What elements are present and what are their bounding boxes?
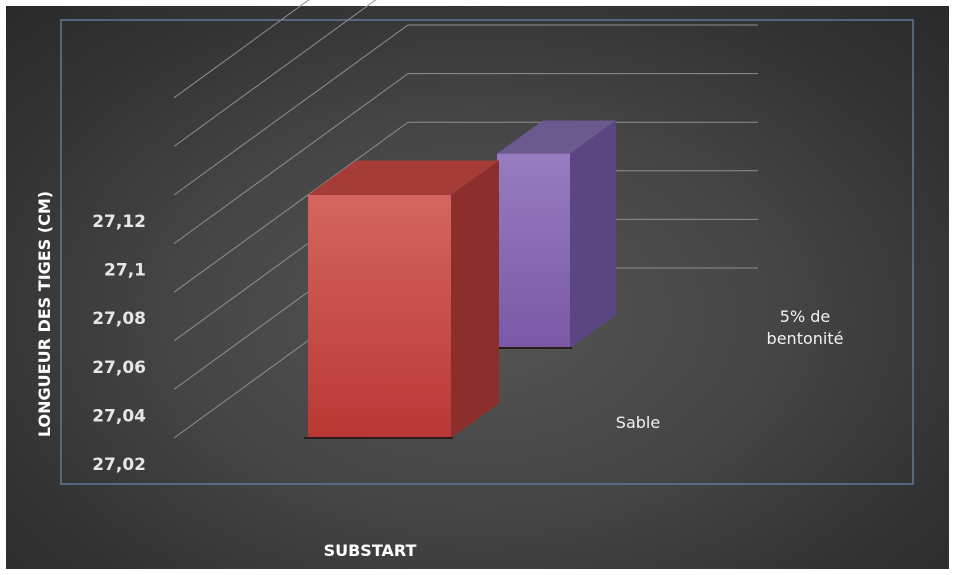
y-axis-title: LONGUEUR DES TIGES (CM) xyxy=(35,191,54,437)
bar-side-face xyxy=(451,160,499,438)
category-label-line: bentonité xyxy=(767,329,844,348)
plot-area-border xyxy=(60,19,914,485)
y-tick-label: 27,02 xyxy=(92,455,146,475)
gridline xyxy=(173,73,758,245)
bar-front-face xyxy=(308,195,451,438)
bar-side-face xyxy=(570,120,616,348)
gridline xyxy=(173,0,377,147)
category-label: Sable xyxy=(616,413,660,432)
gridlines xyxy=(173,0,758,439)
y-tick-label: 27,08 xyxy=(92,309,146,329)
y-tick-label: 27,1 xyxy=(104,261,146,281)
y-tick-label: 27,12 xyxy=(92,212,146,232)
category-label-line: 5% de xyxy=(780,307,830,326)
category-label: 5% de bentonité xyxy=(767,307,844,348)
bar-top-face xyxy=(308,160,499,195)
gridline xyxy=(173,24,758,196)
bar-top-face xyxy=(497,120,616,154)
y-tick-labels: 27,02 27,04 27,06 27,08 27,1 27,12 xyxy=(92,212,146,475)
y-tick-label: 27,04 xyxy=(92,406,146,426)
x-axis-title: SUBSTART xyxy=(324,541,417,560)
gridline xyxy=(173,121,758,293)
gridline xyxy=(173,0,310,99)
category-label-line: Sable xyxy=(616,413,660,432)
bar-front-face xyxy=(497,153,570,348)
y-tick-label: 27,06 xyxy=(92,358,146,378)
category-labels: Sable 5% de bentonité xyxy=(616,307,844,432)
bar-sable xyxy=(304,160,499,439)
bars xyxy=(304,120,616,439)
bar-bentonite xyxy=(493,120,616,349)
